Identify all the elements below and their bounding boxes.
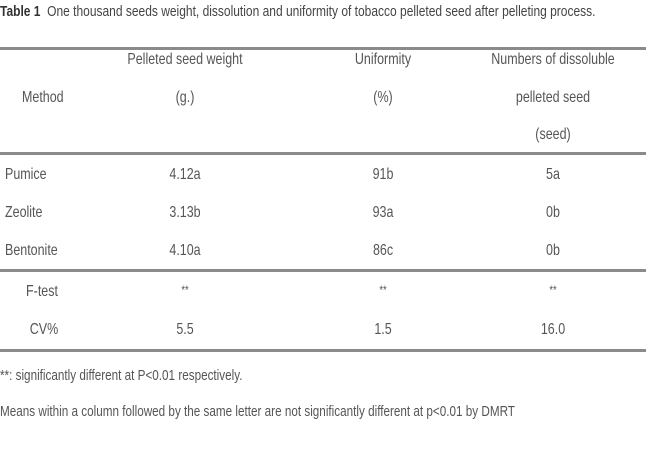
table-caption: Table 1 One thousand seeds weight, disso… <box>0 3 595 21</box>
cell-weight: 4.10a <box>169 242 201 259</box>
top-rule <box>0 47 646 50</box>
header-weight-2: (g.) <box>175 89 195 106</box>
stat-label: CV% <box>29 321 59 338</box>
cell-method: Zeolite <box>5 204 43 221</box>
stat-weight: 5.5 <box>176 321 194 338</box>
cell-dissoluble: 0b <box>546 204 560 221</box>
stat-uniformity: ** <box>379 283 387 297</box>
cell-dissoluble: 0b <box>546 242 560 259</box>
cell-weight: 4.12a <box>169 166 201 183</box>
cell-dissoluble: 5a <box>546 166 560 183</box>
cell-method: Pumice <box>5 166 47 183</box>
bottom-rule <box>0 349 646 352</box>
header-method: Method <box>22 89 64 106</box>
stat-dissoluble: ** <box>549 283 557 297</box>
footnote-dmrt: Means within a column followed by the sa… <box>0 403 515 420</box>
header-dissoluble-1: Numbers of dissoluble <box>491 51 615 68</box>
header-dissoluble-2: pelleted seed <box>515 89 591 106</box>
stat-uniformity: 1.5 <box>374 321 392 338</box>
body-rule <box>0 269 646 272</box>
cell-weight: 3.13b <box>169 204 201 221</box>
footnote-significance: **: significantly different at P<0.01 re… <box>0 367 243 384</box>
header-uniformity-1: Uniformity <box>354 51 412 68</box>
stat-dissoluble: 16.0 <box>540 321 566 338</box>
header-weight-1: Pelleted seed weight <box>127 51 243 68</box>
stat-weight: ** <box>181 283 189 297</box>
header-dissoluble-3: (seed) <box>535 126 571 143</box>
cell-method: Bentonite <box>5 242 58 259</box>
cell-uniformity: 91b <box>372 166 394 183</box>
header-uniformity-2: (%) <box>373 89 393 106</box>
cell-uniformity: 86c <box>372 242 394 259</box>
stat-label: F-test <box>26 283 58 300</box>
cell-uniformity: 93a <box>372 204 394 221</box>
caption-label: Table 1 <box>0 3 41 20</box>
caption-text: One thousand seeds weight, dissolution a… <box>47 3 596 20</box>
header-rule <box>0 152 646 155</box>
